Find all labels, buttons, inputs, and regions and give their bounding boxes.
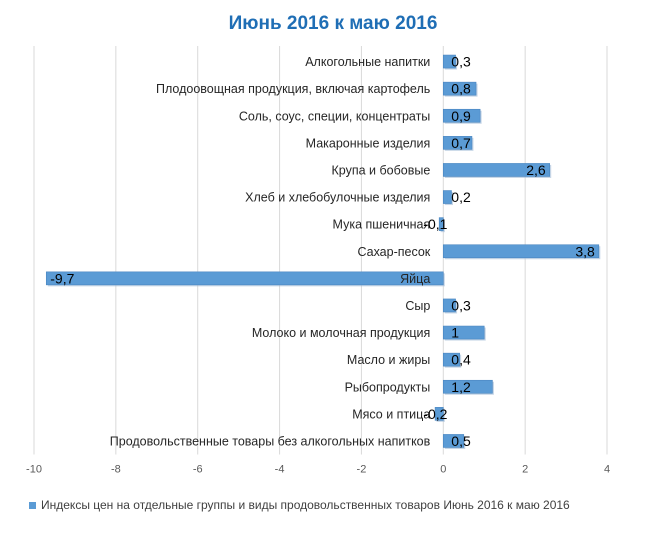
bar xyxy=(45,271,444,286)
data-label: 0,9 xyxy=(451,108,471,124)
data-label: 0,3 xyxy=(451,297,471,313)
data-label: -9,7 xyxy=(50,270,74,286)
bar xyxy=(442,81,477,96)
x-tick-label: -2 xyxy=(357,464,367,476)
bar xyxy=(442,163,550,177)
category-label: Сахар-песок xyxy=(357,245,430,259)
bar xyxy=(442,434,465,448)
bar xyxy=(442,352,460,367)
category-label: Макаронные изделия xyxy=(306,136,431,150)
x-tick-label: -6 xyxy=(193,464,203,476)
x-tick-label: 0 xyxy=(440,464,446,476)
bar xyxy=(434,407,444,421)
category-label: Соль, соус, специи, концентраты xyxy=(239,109,430,123)
x-tick-label: -10 xyxy=(26,464,42,476)
category-label: Сыр xyxy=(405,299,430,313)
category-label: Мука пшеничная xyxy=(333,218,431,232)
data-label: 0,8 xyxy=(451,81,471,97)
category-label: Плодоовощная продукция, включая картофел… xyxy=(156,82,430,96)
x-tick-label: 2 xyxy=(522,464,528,476)
data-label: 0,3 xyxy=(451,54,471,70)
category-label: Хлеб и хлебобулочные изделия xyxy=(245,191,430,205)
category-label: Яйца xyxy=(400,272,430,286)
chart-title: Июнь 2016 к маю 2016 xyxy=(229,13,438,34)
category-label: Рыбопродукты xyxy=(345,380,431,394)
data-label: 0,7 xyxy=(451,135,471,151)
bar xyxy=(442,54,456,69)
x-tick-label: 4 xyxy=(604,464,610,476)
bar xyxy=(442,325,485,340)
data-label: -0,1 xyxy=(423,216,447,232)
bar xyxy=(442,136,473,150)
bar xyxy=(442,379,493,394)
legend-swatch xyxy=(29,502,36,509)
category-label: Алкогольные напитки xyxy=(305,55,430,69)
data-label: 1 xyxy=(451,325,459,341)
data-label: 0,5 xyxy=(451,433,471,449)
data-label: 3,8 xyxy=(575,243,595,259)
category-label: Продовольственные товары без алкогольных… xyxy=(110,434,431,448)
legend: Индексы цен на отдельные группы и виды п… xyxy=(29,498,570,512)
legend-label: Индексы цен на отдельные группы и виды п… xyxy=(41,498,570,512)
data-label: 2,6 xyxy=(526,162,546,178)
bar xyxy=(442,108,481,123)
x-tick-label: -8 xyxy=(111,464,121,476)
bar xyxy=(442,298,456,313)
bar xyxy=(442,190,452,204)
data-label: 1,2 xyxy=(451,379,471,395)
category-label: Молоко и молочная продукция xyxy=(252,326,430,340)
x-tick-label: -4 xyxy=(275,464,285,476)
bar xyxy=(442,244,600,259)
data-label: 0,4 xyxy=(451,352,471,368)
category-label: Масло и жиры xyxy=(347,353,430,367)
bar xyxy=(438,217,444,231)
category-label: Крупа и бобовые xyxy=(331,163,430,177)
data-label: 0,2 xyxy=(451,189,471,205)
category-label: Мясо и птица xyxy=(352,407,430,421)
data-label: -0,2 xyxy=(423,406,447,422)
